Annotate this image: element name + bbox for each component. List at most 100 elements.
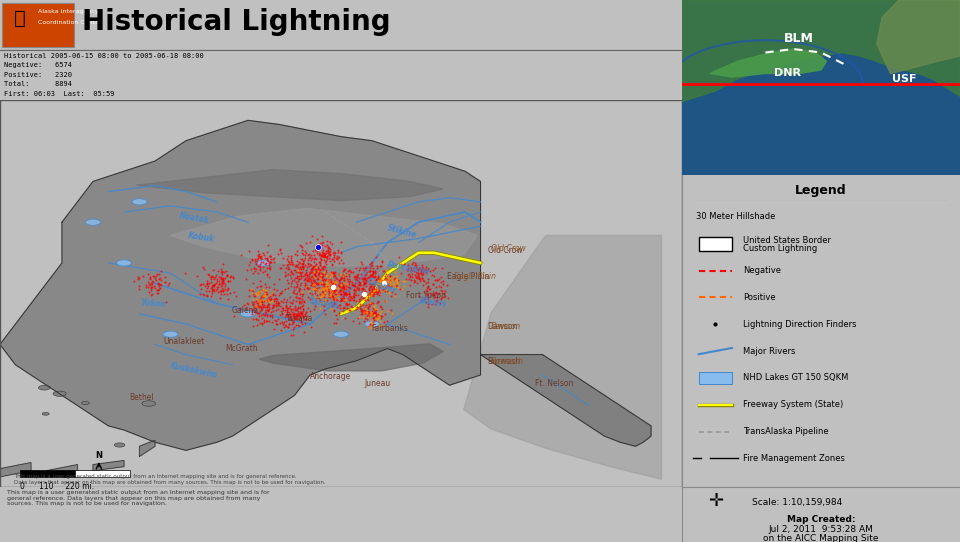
Point [334,294,349,302]
Point [307,293,323,301]
Point [268,295,283,304]
Point [432,299,447,307]
Point [304,289,320,298]
Point [293,270,308,279]
Point [376,267,392,275]
Point [354,260,370,268]
Point [330,254,346,263]
Point [307,286,323,294]
Point [253,286,269,294]
Point [332,283,348,292]
Point [322,254,337,262]
Ellipse shape [116,260,132,266]
Point [282,309,298,318]
Point [316,251,331,260]
Point [301,287,317,296]
Point [357,273,372,282]
Point [382,281,397,290]
Point [326,271,342,280]
Point [382,278,397,286]
Point [371,280,386,289]
Point [290,311,305,320]
Point [250,254,265,262]
Point [370,276,385,285]
Point [316,251,331,260]
Point [325,268,341,276]
Point [272,319,287,327]
Point [314,239,329,248]
Point [328,286,344,294]
Point [340,299,355,308]
Point [347,296,362,305]
Point [321,299,336,308]
Point [290,305,305,313]
Point [318,241,333,250]
Point [374,257,390,266]
Point [315,264,330,273]
Point [371,272,386,280]
Point [322,247,337,256]
Point [314,276,329,285]
Point [310,242,325,251]
Point [358,287,373,295]
Point [247,292,262,300]
Point [305,281,321,289]
Point [363,287,378,296]
Point [296,312,311,321]
Point [274,307,289,315]
Point [208,279,224,288]
Point [358,300,373,309]
Point [361,279,376,287]
Point [430,292,445,301]
Point [408,277,423,286]
Point [214,277,229,286]
Point [409,267,424,276]
Point [293,293,308,302]
Point [372,278,388,286]
Point [253,252,269,261]
Polygon shape [709,49,827,77]
Point [266,254,281,263]
Point [338,285,353,294]
Point [210,277,226,286]
Text: Tanana: Tanana [308,296,340,310]
Point [366,289,381,298]
Point [259,254,275,263]
Text: NHD Lakes GT 150 SQKM: NHD Lakes GT 150 SQKM [743,373,849,383]
Point [347,286,362,294]
Point [266,295,281,304]
Point [431,288,446,297]
Point [342,279,357,288]
Point [257,280,273,289]
Point [256,310,272,319]
Point [250,300,265,309]
Point [380,285,396,293]
Point [390,274,405,283]
Text: Alaska Interagency: Alaska Interagency [38,10,99,15]
Point [298,270,313,279]
Point [365,280,380,288]
Point [314,241,329,250]
Point [245,256,260,264]
Point [362,299,377,308]
Point [293,272,308,281]
Point [259,303,275,312]
Point [331,270,347,279]
Point [290,263,305,272]
Text: Noatak: Noatak [179,211,210,225]
Point [245,295,260,304]
Point [326,286,342,294]
Point [307,270,323,279]
Point [298,270,313,279]
Point [271,305,286,313]
Point [318,289,333,298]
Point [336,289,351,298]
Point [369,299,384,308]
Point [317,267,332,276]
Text: Stikine: Stikine [387,223,418,240]
Point [363,291,378,300]
Point [416,264,431,273]
Point [283,306,299,314]
Point [360,315,375,324]
Point [405,258,420,267]
